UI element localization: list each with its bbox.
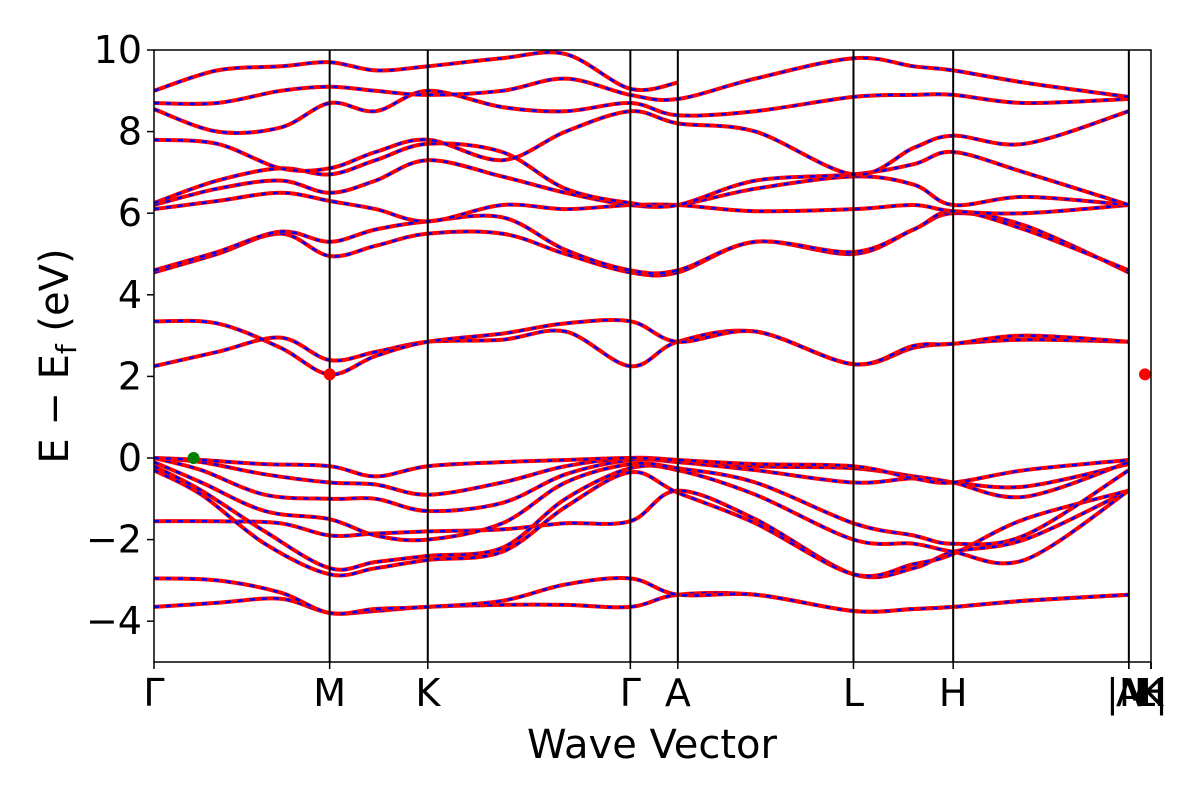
band-7-spin-down bbox=[154, 456, 1130, 499]
band-16-spin-down bbox=[154, 109, 1130, 176]
band-4-spin-down bbox=[154, 464, 1130, 571]
x-tick-label: L| bbox=[1134, 671, 1168, 716]
x-axis-title: Wave Vector bbox=[527, 722, 778, 768]
band-13-spin-down bbox=[154, 191, 1129, 223]
cbm-marker-1 bbox=[1139, 368, 1151, 381]
x-tick-label: M bbox=[313, 671, 346, 715]
x-tick-label: A bbox=[1116, 671, 1142, 715]
band-11-spin-down bbox=[154, 211, 1130, 277]
x-tick-label: H bbox=[1137, 671, 1166, 715]
y-axis-title-unit: (eV) bbox=[32, 248, 78, 344]
x-tick-label: K bbox=[415, 671, 441, 715]
x-axis-ticks: Γ M K Γ A L H A|ML|KH bbox=[143, 662, 1168, 716]
band-12-spin-up bbox=[154, 209, 1130, 276]
x-tick-label: K bbox=[1139, 671, 1165, 715]
plot-frame bbox=[153, 49, 1152, 663]
x-tick-label: |M bbox=[1106, 671, 1152, 716]
band-3-spin-down bbox=[154, 469, 1130, 578]
band-17-spin-down bbox=[154, 89, 1129, 135]
band-11-spin-up bbox=[154, 211, 1130, 278]
band-15-spin-down bbox=[154, 142, 1130, 208]
high-symmetry-lines bbox=[328, 50, 1130, 662]
x-tick-label: Γ bbox=[143, 671, 164, 715]
band-1-spin-down bbox=[154, 576, 1129, 615]
cbm-marker-0 bbox=[323, 368, 336, 381]
y-tick-label: −4 bbox=[86, 599, 142, 643]
band-9-spin-down bbox=[154, 329, 1129, 368]
bands-layer bbox=[154, 50, 1130, 616]
y-axis-title-subscript: f bbox=[50, 343, 83, 354]
y-axis-title: E − Ef (eV) bbox=[32, 248, 83, 463]
x-tick-label: A bbox=[665, 671, 691, 715]
y-tick-label: 4 bbox=[118, 273, 142, 317]
y-tick-label: 2 bbox=[118, 354, 142, 398]
band-5-spin-down bbox=[154, 460, 1130, 546]
vbm-marker bbox=[187, 452, 200, 464]
band-1-spin-up bbox=[154, 576, 1129, 616]
y-axis-title-main: E − E bbox=[32, 354, 78, 464]
band-15-spin-up bbox=[154, 141, 1130, 209]
y-axis-ticks: −4 −2 0 2 4 6 8 10 bbox=[86, 28, 154, 643]
band-10-spin-down bbox=[154, 318, 1129, 376]
y-tick-label: 8 bbox=[118, 110, 142, 154]
extrema-markers bbox=[187, 368, 1151, 464]
y-tick-label: 0 bbox=[118, 436, 142, 480]
band-14-spin-down bbox=[154, 158, 1129, 209]
x-tick-label: Γ bbox=[620, 671, 641, 715]
x-tick-label: L bbox=[843, 671, 864, 715]
band-18-spin-down bbox=[154, 56, 1129, 106]
band-8-spin-down bbox=[154, 456, 1129, 485]
band-19-spin-down bbox=[154, 51, 679, 92]
y-tick-label: 6 bbox=[118, 191, 142, 235]
x-tick-label: H bbox=[939, 671, 968, 715]
y-tick-label: −2 bbox=[86, 518, 142, 562]
y-tick-label: 10 bbox=[94, 28, 142, 72]
